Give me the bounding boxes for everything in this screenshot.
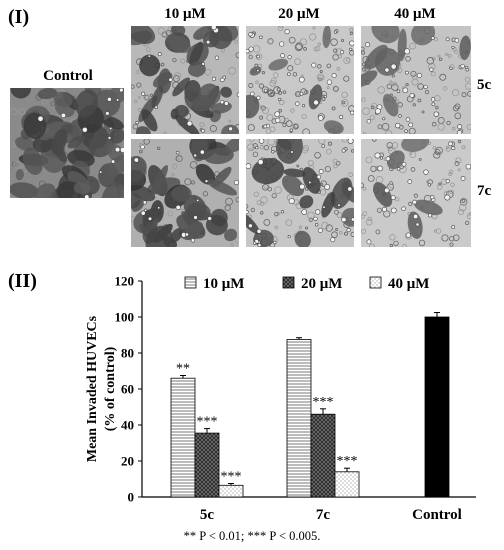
row-label-7c: 7c <box>477 183 492 199</box>
y-axis-subtitle: (% of control) <box>103 346 118 431</box>
legend-swatch <box>369 276 382 289</box>
y-axis-title: Mean Invaded HUVECs <box>85 315 100 462</box>
legend-label: 10 μM <box>203 276 244 292</box>
y-tick-label: 0 <box>128 490 135 505</box>
legend-label: 20 μM <box>301 276 342 292</box>
y-tick-label: 120 <box>115 274 135 289</box>
row-label-5c: 5c <box>477 77 492 93</box>
bar-5c-10um <box>170 377 196 498</box>
legend-label: 40 μM <box>388 276 429 292</box>
micrograph-7c-40um <box>361 139 471 247</box>
significance-marker: ** <box>176 362 190 377</box>
bar-7c-10um <box>286 339 312 498</box>
micrograph-7c-10um <box>131 139 239 247</box>
column-label-40um: 40 μM <box>394 6 436 22</box>
bar-control-control <box>424 316 450 498</box>
y-tick-label: 60 <box>121 382 134 397</box>
bar-5c-40um <box>218 484 244 498</box>
x-category-label: Control <box>412 507 462 522</box>
significance-marker: *** <box>221 470 242 485</box>
panel-i-label: (I) <box>8 6 30 28</box>
y-tick-label: 80 <box>121 346 134 361</box>
micrograph-5c-40um <box>361 26 471 134</box>
micrograph-5c-20um <box>246 26 354 134</box>
legend-swatch <box>184 276 197 289</box>
significance-marker: *** <box>337 454 358 469</box>
micrograph-5c-10um <box>131 26 239 134</box>
x-category-label: 5c <box>200 507 215 522</box>
column-label-10um: 10 μM <box>164 6 206 22</box>
micrograph-7c-20um <box>246 139 354 247</box>
significance-footnote: ** P < 0.01; *** P < 0.005. <box>183 529 321 543</box>
control-label: Control <box>43 68 93 84</box>
y-tick-label: 100 <box>115 310 135 325</box>
significance-marker: *** <box>313 395 334 410</box>
legend-swatch <box>282 276 295 289</box>
bar-7c-40um <box>334 471 360 498</box>
bar-5c-20um <box>194 432 220 498</box>
panel-ii-label: (II) <box>8 270 37 292</box>
column-label-20um: 20 μM <box>278 6 320 22</box>
y-tick-label: 40 <box>121 418 134 433</box>
bar-7c-20um <box>310 413 336 498</box>
micrograph-control <box>10 88 124 198</box>
significance-marker: *** <box>197 415 218 430</box>
bar-chart: 0 20 40 60 80 100 120 Mean Invaded HUVECs (% of … <box>85 274 476 522</box>
x-category-label: 7c <box>316 507 331 522</box>
y-tick-label: 20 <box>121 454 134 469</box>
